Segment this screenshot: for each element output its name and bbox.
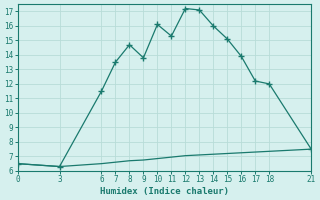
X-axis label: Humidex (Indice chaleur): Humidex (Indice chaleur) xyxy=(100,187,229,196)
